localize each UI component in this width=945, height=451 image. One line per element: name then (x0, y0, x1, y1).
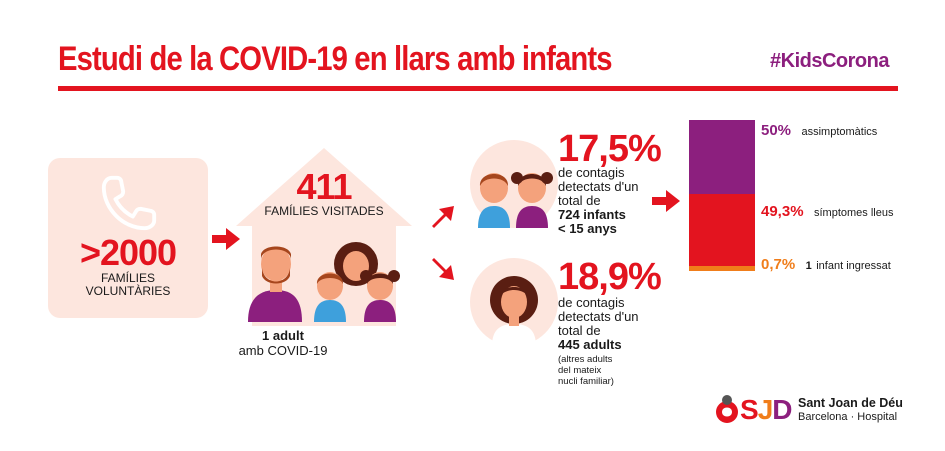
bar-pct-mild: 49,3% (761, 203, 804, 220)
adults-line2: detectats d'un (558, 309, 639, 324)
adults-note3: nucli familiar) (558, 376, 614, 387)
bar-text-asymptomatic: assimptomàtics (801, 126, 878, 138)
adult-case-label: 1 adult amb COVID-19 (228, 328, 338, 358)
adult-case-bold: 1 adult (262, 328, 304, 343)
bar-label-asymptomatic: 50% assimptomàtics (761, 122, 877, 140)
children-line5: < 15 anys (558, 221, 617, 236)
title-divider (58, 86, 898, 91)
arrow-right-icon (652, 190, 680, 212)
bar-pct-hospitalized: 0,7% (761, 256, 796, 273)
children-line2: detectats d'un (558, 179, 639, 194)
volunteers-label-line2: VOLUNTÀRIES (85, 284, 171, 298)
adults-line3: total de (558, 323, 601, 338)
hospital-subtitle: Barcelona · Hospital (798, 411, 898, 423)
families-number: 411 (296, 166, 352, 207)
adults-description: de contagis detectats d'un total de 445 … (558, 296, 668, 352)
bar-count-hospitalized: 1 (805, 260, 812, 272)
adult-illustration (490, 276, 538, 346)
adults-percent: 18,9% (558, 256, 662, 298)
volunteers-number: >2000 (79, 232, 177, 273)
sjd-logo-text: SJD (740, 394, 793, 425)
adults-note1: (altres adults (558, 354, 613, 365)
bar-segment-hospitalized (689, 266, 755, 271)
bar-segment-mild (689, 193, 755, 267)
arrow-up-right-icon (432, 206, 454, 228)
adults-line4: 445 adults (558, 337, 622, 352)
families-label: FAMÍLIES VISITADES (264, 204, 384, 218)
bar-label-hospitalized: 0,7% 1 infant ingressat (761, 256, 891, 274)
children-line3: total de (558, 193, 601, 208)
bar-segment-asymptomatic (689, 120, 755, 194)
bar-text-hospitalized: infant ingressat (816, 260, 891, 272)
hospital-name: Sant Joan de Déu (798, 396, 903, 410)
children-description: de contagis detectats d'un total de 724 … (558, 166, 668, 236)
volunteers-label-line1: FAMÍLIES (100, 271, 156, 285)
volunteers-card (48, 158, 208, 318)
bar-pct-asymptomatic: 50% (761, 122, 792, 139)
volunteers-label: FAMÍLIES VOLUNTÀRIES (48, 272, 208, 298)
children-line1: de contagis (558, 165, 625, 180)
bar-label-mild: 49,3% símptomes lleus (761, 203, 893, 221)
arrow-down-right-icon (432, 258, 454, 280)
adults-note: (altres adults del mateix nucli familiar… (558, 354, 668, 387)
adults-note2: del mateix (558, 365, 602, 376)
hashtag: #KidsCorona (770, 50, 889, 72)
page-title: Estudi de la COVID-19 en llars amb infan… (58, 40, 613, 78)
phone-icon (101, 175, 157, 231)
adult-case-rest: amb COVID-19 (238, 343, 328, 358)
bar-text-mild: símptomes lleus (814, 207, 894, 219)
sjd-logo-icon (716, 395, 738, 423)
children-line4: 724 infants (558, 207, 626, 222)
stacked-bar (689, 120, 755, 271)
family-illustration (248, 242, 400, 322)
arrow-right-icon (212, 228, 240, 250)
adults-line1: de contagis (558, 295, 625, 310)
children-percent: 17,5% (558, 128, 662, 170)
children-illustration (478, 172, 553, 228)
